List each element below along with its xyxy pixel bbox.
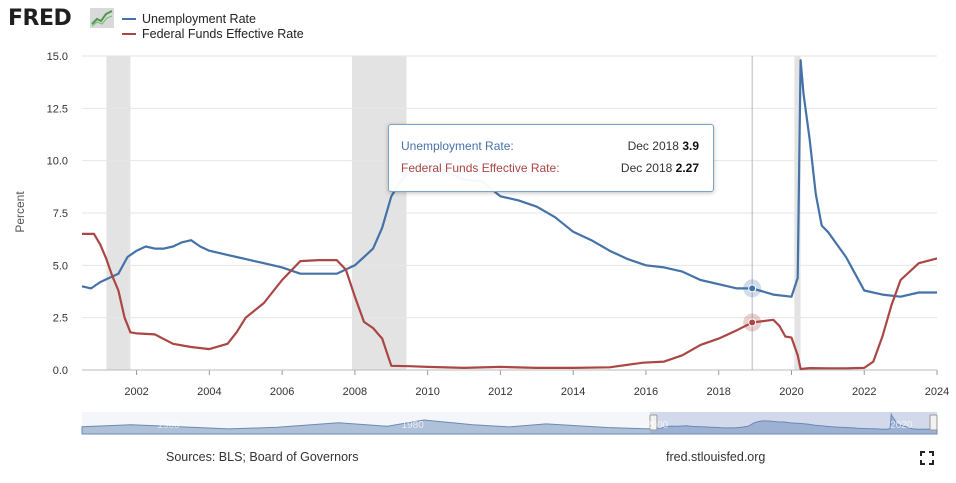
line-chart[interactable]: 0.0 2.5 5.0 7.5 10.0 12.5 15.0 2002 2004 2006 200… bbox=[0, 44, 956, 444]
x-tick-label: 2008 bbox=[343, 386, 367, 398]
legend-label-unemployment: Unemployment Rate bbox=[142, 12, 256, 26]
x-tick-label: 2022 bbox=[852, 386, 876, 398]
legend-label-fedfunds: Federal Funds Effective Rate bbox=[142, 27, 304, 41]
tooltip-value: Dec 2018 2.27 bbox=[621, 161, 699, 175]
y-tick-label: 2.5 bbox=[53, 313, 68, 325]
y-tick-label: 15.0 bbox=[47, 51, 68, 63]
tooltip-row-fedfunds: Federal Funds Effective Rate: Dec 2018 2… bbox=[401, 161, 699, 177]
navigator-label: 1960 bbox=[157, 420, 180, 431]
navigator[interactable]: 1960 1980 2000 2020 bbox=[81, 412, 938, 435]
chart-header: FRED Unemployment Rate Federal Funds Eff… bbox=[0, 0, 956, 48]
hover-point[interactable] bbox=[748, 284, 757, 293]
logo-text: FRED bbox=[8, 6, 72, 31]
tooltip-date: Dec 2018 bbox=[627, 139, 679, 153]
y-tick-label: 10.0 bbox=[47, 156, 68, 168]
legend-item-fedfunds[interactable]: Federal Funds Effective Rate bbox=[122, 27, 304, 41]
x-tick-label: 2020 bbox=[779, 386, 803, 398]
tooltip-number: 2.27 bbox=[675, 161, 699, 175]
x-tick-label: 2018 bbox=[706, 386, 730, 398]
legend-swatch-unemployment bbox=[122, 17, 136, 20]
x-tick-label: 2010 bbox=[415, 386, 439, 398]
fullscreen-icon[interactable] bbox=[920, 451, 934, 465]
navigator-label: 2000 bbox=[646, 420, 669, 431]
series-line-fedfunds[interactable] bbox=[82, 232, 938, 371]
y-tick-label: 12.5 bbox=[47, 103, 68, 115]
y-tick-label: 0.0 bbox=[53, 365, 68, 377]
x-tick-label: 2014 bbox=[561, 386, 585, 398]
y-tick-label: 7.5 bbox=[53, 208, 68, 220]
x-tick-label: 2004 bbox=[197, 386, 221, 398]
tooltip-number: 3.9 bbox=[682, 139, 699, 153]
navigator-label: 2020 bbox=[890, 420, 913, 431]
navigator-selection[interactable] bbox=[649, 412, 937, 434]
legend-swatch-fedfunds bbox=[122, 32, 136, 35]
tooltip-row-unemployment: Unemployment Rate: Dec 2018 3.9 bbox=[401, 139, 699, 155]
x-tick-label: 2012 bbox=[488, 386, 512, 398]
y-tick-label: 5.0 bbox=[53, 260, 68, 272]
x-tick-label: 2002 bbox=[124, 386, 148, 398]
navigator-label: 1980 bbox=[402, 420, 425, 431]
y-axis-label: Percent bbox=[13, 191, 27, 233]
tooltip-value: Dec 2018 3.9 bbox=[628, 139, 699, 153]
site-link[interactable]: fred.stlouisfed.org bbox=[666, 450, 766, 464]
fred-chart-logo-icon bbox=[90, 8, 114, 28]
navigator-handle[interactable] bbox=[929, 414, 938, 431]
sources-text: Sources: BLS; Board of Governors bbox=[166, 450, 359, 464]
navigator-series bbox=[81, 412, 938, 435]
hover-point[interactable] bbox=[748, 318, 757, 327]
fred-logo[interactable]: FRED bbox=[8, 6, 72, 31]
legend-item-unemployment[interactable]: Unemployment Rate bbox=[122, 12, 256, 26]
tooltip-label: Unemployment Rate: bbox=[401, 139, 514, 153]
tooltip-label: Federal Funds Effective Rate: bbox=[401, 161, 560, 175]
x-tick-label: 2024 bbox=[925, 386, 949, 398]
x-tick-label: 2006 bbox=[270, 386, 294, 398]
navigator-handle[interactable] bbox=[649, 414, 658, 431]
tooltip-date: Dec 2018 bbox=[620, 161, 673, 175]
tooltip: Unemployment Rate: Dec 2018 3.9 Federal … bbox=[388, 124, 714, 192]
x-tick-label: 2016 bbox=[634, 386, 658, 398]
